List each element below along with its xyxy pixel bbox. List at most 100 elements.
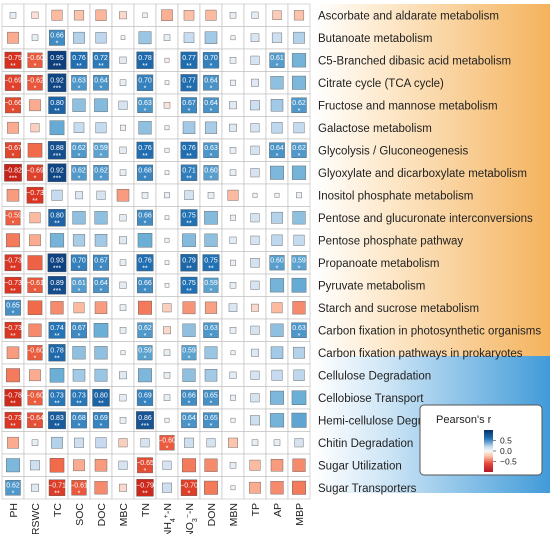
correlation-square [182, 323, 196, 337]
correlation-square [250, 280, 260, 290]
significance-stars: ** [186, 288, 192, 295]
significance-stars: ** [54, 220, 60, 227]
correlation-square [291, 322, 307, 338]
column-label: NO3−-N [184, 503, 199, 534]
row-label: Sugar Transporters [318, 483, 417, 495]
correlation-square [48, 96, 66, 114]
correlation-value: 0.64 [204, 77, 218, 84]
correlation-square [49, 233, 65, 248]
significance-stars: * [210, 423, 213, 430]
correlation-square [31, 34, 39, 41]
correlation-square [183, 32, 195, 43]
significance-stars: ** [186, 265, 192, 272]
row-label: Cellobiose Transport [318, 393, 424, 405]
correlation-square [137, 277, 153, 294]
correlation-value: −0.69 [4, 77, 22, 84]
correlation-square [251, 303, 259, 312]
correlation-value: 0.75 [182, 212, 196, 219]
correlation-value: 0.62 [72, 145, 86, 152]
significance-stars: * [144, 85, 147, 92]
correlation-square [119, 371, 127, 380]
correlation-square [6, 368, 20, 383]
significance-stars: * [298, 153, 301, 160]
significance-stars: ** [186, 175, 192, 182]
correlation-square [119, 281, 127, 289]
correlation-value: −0.60 [26, 347, 44, 354]
significance-stars: * [144, 400, 147, 407]
correlation-square [203, 277, 219, 293]
correlation-value: 0.76 [182, 145, 196, 152]
correlation-square [48, 321, 66, 339]
correlation-square [181, 389, 197, 406]
correlation-square [230, 417, 236, 423]
significance-stars: * [144, 333, 147, 340]
correlation-square [272, 10, 282, 20]
significance-stars: * [100, 423, 103, 430]
significance-stars: ** [186, 220, 192, 227]
significance-stars: *** [53, 288, 61, 295]
significance-stars: * [34, 175, 37, 182]
correlation-square [136, 389, 154, 406]
significance-stars: * [276, 63, 279, 70]
correlation-square [180, 276, 198, 294]
significance-stars: * [78, 490, 81, 497]
correlation-square [183, 10, 195, 21]
heatmap-cells: 0.66*−0.75**−0.60*0.95***0.76**0.72**0.7… [1, 3, 311, 500]
significance-stars: * [144, 468, 147, 475]
correlation-square [5, 480, 21, 496]
correlation-square [271, 369, 283, 381]
correlation-value: 0.73 [50, 392, 64, 399]
correlation-value: −0.78 [4, 392, 22, 399]
column-label: AP [272, 503, 284, 517]
significance-stars: * [100, 153, 103, 160]
significance-stars: * [56, 40, 59, 47]
correlation-square [249, 481, 261, 494]
correlation-square [251, 348, 259, 357]
significance-stars: * [298, 108, 301, 115]
significance-stars: *** [53, 153, 61, 160]
correlation-square [27, 255, 43, 271]
correlation-value: 0.62 [138, 325, 152, 332]
correlation-square [204, 210, 218, 225]
correlation-value: −0.71 [48, 482, 66, 489]
significance-stars: ** [142, 153, 148, 160]
correlation-value: −0.66 [4, 100, 22, 107]
significance-stars: * [78, 265, 81, 272]
correlation-square [293, 122, 305, 134]
correlation-square [292, 75, 306, 90]
correlation-square [95, 122, 107, 134]
correlation-square [137, 322, 153, 338]
correlation-square [47, 276, 67, 295]
correlation-square [269, 413, 285, 428]
correlation-square [182, 458, 196, 473]
row-label: Butanoate metabolism [318, 33, 432, 45]
correlation-square [204, 233, 218, 247]
correlation-square [136, 254, 154, 272]
correlation-value: 0.70 [72, 257, 86, 264]
correlation-square [47, 163, 67, 183]
correlation-square [162, 482, 172, 493]
correlation-square [70, 254, 88, 271]
correlation-square [93, 74, 109, 91]
correlation-value: 0.64 [182, 415, 196, 422]
correlation-value: 0.80 [94, 392, 108, 399]
significance-stars: * [210, 153, 213, 160]
correlation-square [138, 368, 152, 383]
significance-stars: * [100, 288, 103, 295]
correlation-square [49, 458, 65, 473]
correlation-square [5, 299, 21, 316]
correlation-value: 0.71 [182, 167, 196, 174]
significance-stars: ** [10, 333, 16, 340]
correlation-square [180, 209, 198, 227]
significance-stars: ** [142, 490, 148, 497]
correlation-square [71, 480, 87, 496]
column-label: MBC [118, 503, 130, 527]
significance-stars: * [188, 490, 191, 497]
correlation-value: 0.80 [50, 100, 64, 107]
correlation-square [291, 97, 307, 113]
correlation-square [92, 51, 110, 69]
correlation-square [71, 142, 87, 158]
correlation-square [251, 439, 259, 446]
correlation-value: 0.64 [204, 100, 218, 107]
correlation-square [94, 481, 108, 495]
